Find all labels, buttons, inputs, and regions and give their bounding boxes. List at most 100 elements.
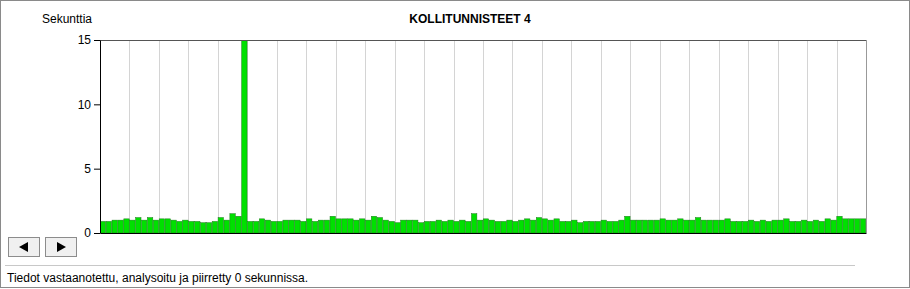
bar	[766, 221, 771, 233]
grid-line	[778, 40, 779, 233]
bar	[483, 219, 488, 233]
bar	[654, 220, 659, 233]
bar	[854, 219, 859, 233]
button-frame[interactable]	[9, 238, 40, 257]
next-button[interactable]	[46, 238, 77, 257]
axis-line	[100, 41, 101, 234]
bar	[636, 220, 641, 233]
button-frame[interactable]	[46, 238, 77, 257]
bar	[613, 221, 618, 233]
bar	[507, 220, 512, 233]
bar	[289, 220, 294, 233]
bar	[165, 219, 170, 233]
bar	[442, 221, 447, 233]
bar	[295, 220, 300, 233]
bar	[377, 218, 382, 233]
arrow-icon[interactable]	[19, 242, 28, 252]
bar	[118, 220, 123, 233]
prev-button[interactable]	[9, 238, 40, 257]
bar	[171, 220, 176, 233]
separator	[5, 265, 855, 266]
bar	[530, 220, 535, 233]
bar	[218, 218, 223, 233]
grid-line	[748, 40, 749, 233]
bar	[418, 223, 423, 233]
bar	[542, 219, 547, 233]
tick: 0	[84, 226, 100, 240]
bar	[195, 221, 200, 233]
grid-line	[512, 40, 513, 233]
bar	[318, 220, 323, 233]
bar	[454, 221, 459, 233]
plot-frame	[100, 40, 866, 41]
bar	[748, 220, 753, 233]
bar	[642, 220, 647, 233]
bar	[389, 221, 394, 233]
bar	[772, 220, 777, 233]
bar	[601, 220, 606, 233]
bar	[666, 220, 671, 233]
grid-line	[129, 40, 130, 233]
x-axis	[101, 233, 867, 234]
tick-label: 5	[84, 162, 91, 176]
bar	[401, 220, 406, 233]
bar	[271, 221, 276, 233]
bar	[796, 221, 801, 233]
bar	[124, 219, 129, 233]
bar	[648, 220, 653, 233]
bar	[100, 221, 105, 233]
bar	[619, 220, 624, 233]
bar	[330, 216, 335, 233]
bar	[301, 221, 306, 233]
bar	[106, 221, 111, 233]
bar	[230, 214, 235, 233]
bar	[460, 220, 465, 233]
bar	[843, 219, 848, 233]
bar	[371, 216, 376, 233]
tick-mark	[94, 40, 100, 41]
bar	[595, 221, 600, 233]
bar	[607, 221, 612, 233]
bar	[801, 220, 806, 233]
bar	[631, 220, 636, 233]
bar	[253, 221, 258, 233]
bar	[495, 221, 500, 233]
bar	[713, 220, 718, 233]
grid-line	[395, 40, 396, 233]
grid-line	[630, 40, 631, 233]
bar	[248, 221, 253, 233]
bar	[206, 223, 211, 233]
bar	[212, 221, 217, 233]
bar	[778, 220, 783, 233]
bar	[354, 220, 359, 233]
bar	[519, 220, 524, 233]
grid-line	[807, 40, 808, 233]
grid	[130, 40, 838, 233]
bar	[860, 219, 865, 233]
grid-line	[454, 40, 455, 233]
bar	[383, 220, 388, 233]
tick-label: 15	[78, 33, 92, 47]
bar	[159, 219, 164, 233]
bar	[719, 220, 724, 233]
grid-line	[601, 40, 602, 233]
tick-mark	[94, 233, 100, 234]
arrow-icon[interactable]	[57, 242, 66, 252]
bar	[672, 220, 677, 233]
bar	[754, 221, 759, 233]
bar	[825, 219, 830, 233]
bar	[259, 219, 264, 233]
bar	[153, 220, 158, 233]
bar	[183, 220, 188, 233]
bar	[189, 221, 194, 233]
bar	[536, 218, 541, 233]
grid-line	[336, 40, 337, 233]
bar	[813, 220, 818, 233]
bar	[731, 221, 736, 233]
outer-frame	[1, 1, 910, 288]
bar	[130, 220, 135, 233]
tick: 5	[84, 162, 100, 176]
bar	[524, 219, 529, 233]
bar	[807, 221, 812, 233]
bar	[819, 221, 824, 233]
